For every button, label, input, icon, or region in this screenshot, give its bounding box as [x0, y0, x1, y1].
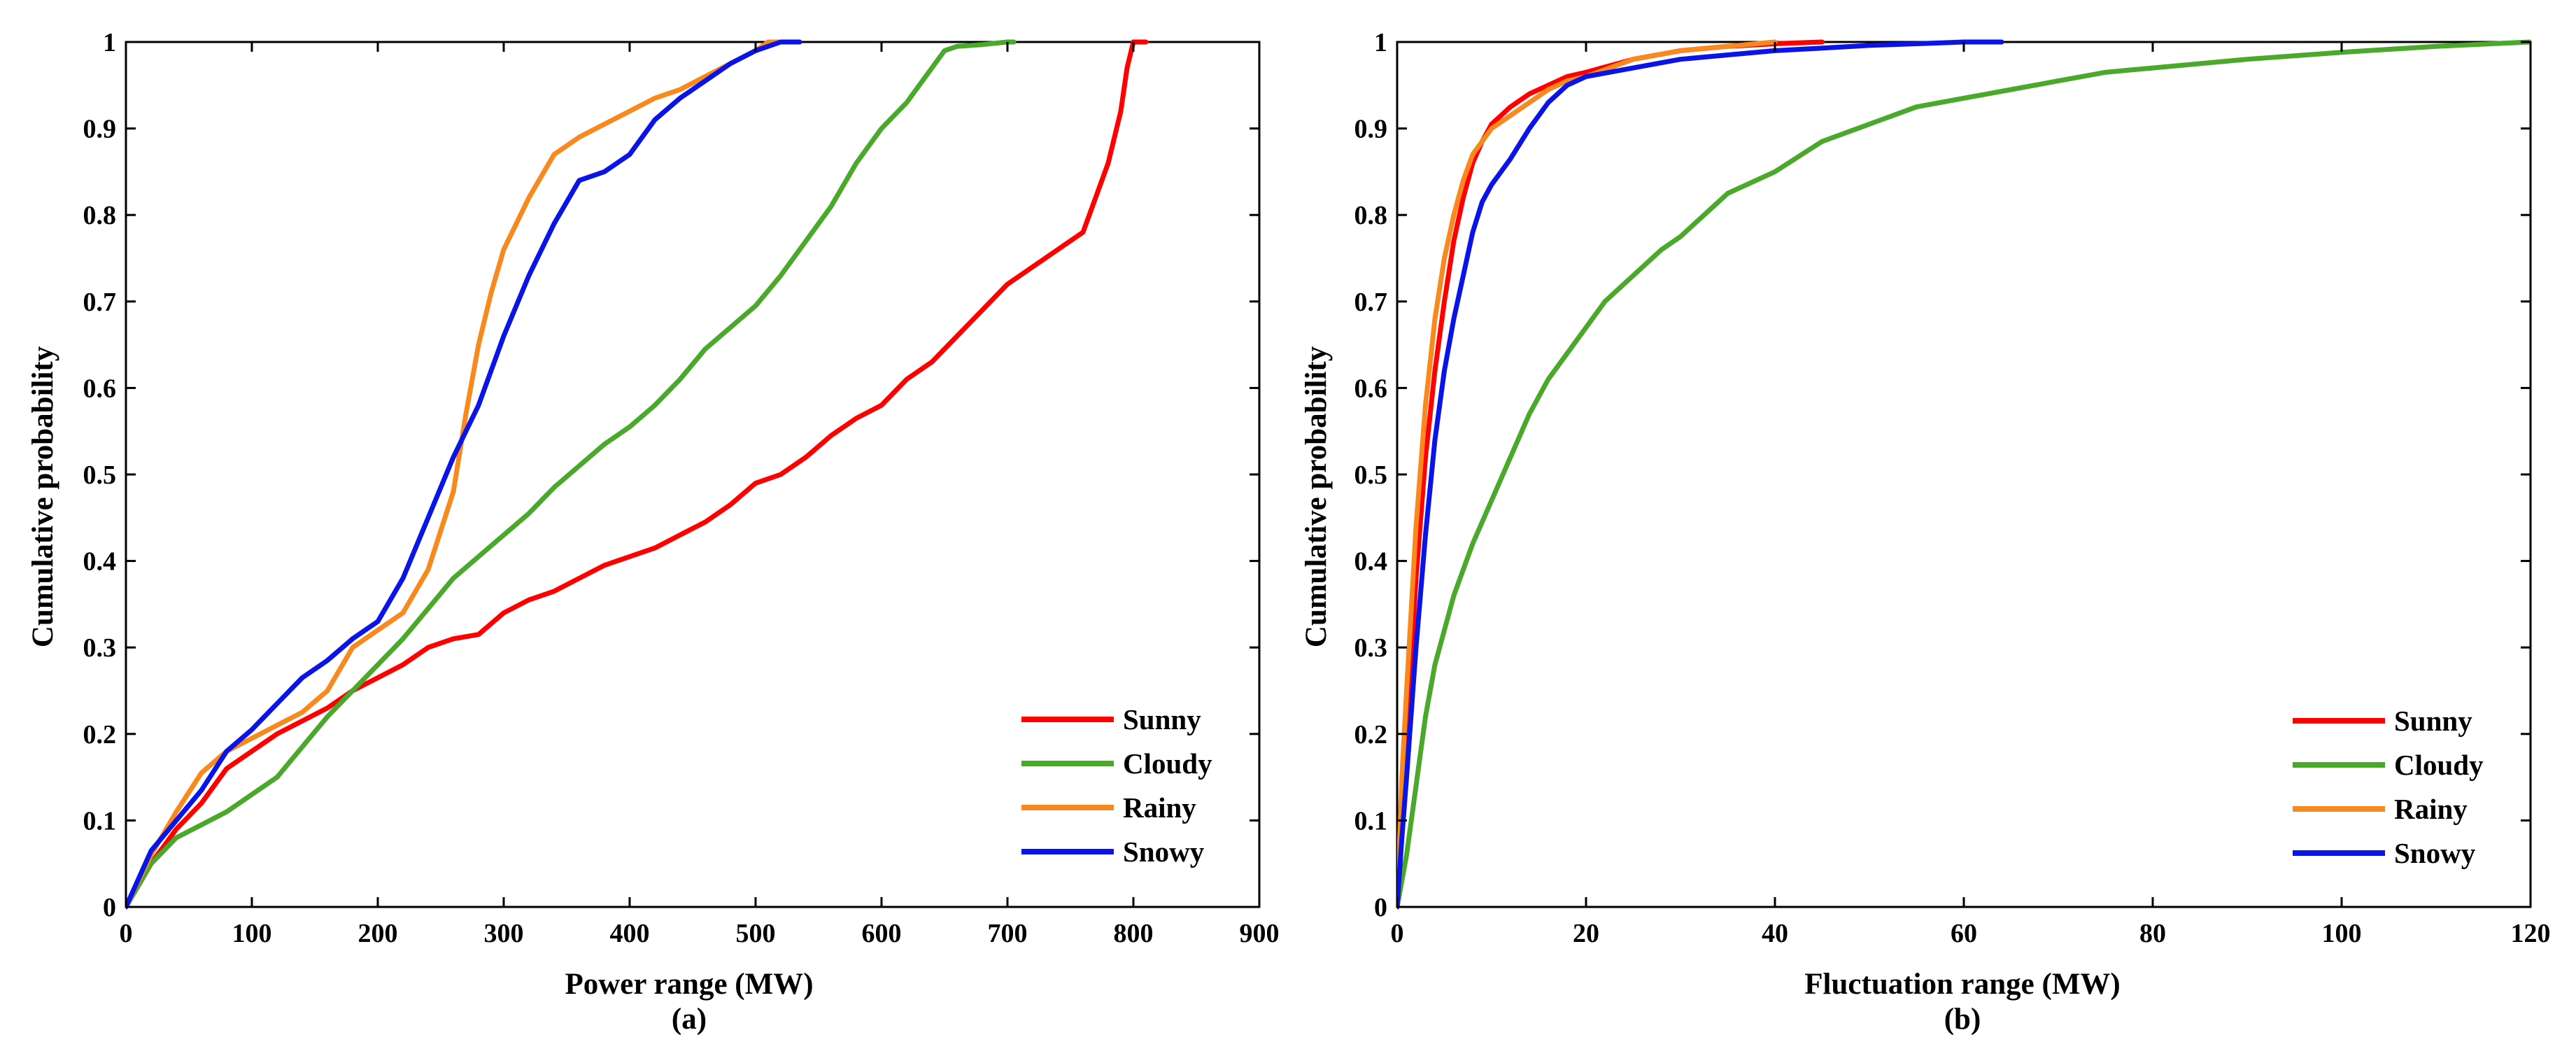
panel-b-x-tick-label: 0: [1391, 919, 1404, 948]
panel-b-x-tick-label: 120: [2511, 919, 2551, 948]
panel-a-y-tick-label: 1: [103, 28, 116, 57]
panel-a-series-line-rainy: [126, 39, 784, 910]
panel-a-y-tick-label: 0.3: [83, 633, 117, 663]
panel-b-legend-label-rainy: Rainy: [2394, 793, 2468, 825]
panel-b-series-group: [1397, 39, 2531, 910]
panel-a-x-tick-label: 700: [988, 919, 1028, 948]
panel-b-y-tick-label: 0: [1374, 893, 1387, 922]
panel-a-legend-label-rainy: Rainy: [1123, 791, 1196, 824]
panel-a-x-tick-label: 0: [120, 919, 133, 948]
panel-b-x-tick-label: 40: [1762, 919, 1788, 948]
panel-b-y-tick-label: 0.3: [1354, 633, 1388, 663]
panel-b-y-tick-label: 0.7: [1354, 288, 1388, 317]
panel-b-y-tick-label: 0.6: [1354, 374, 1388, 403]
panel-a-series-line-cloudy: [126, 39, 1017, 910]
panel-b-y-tick-label: 0.9: [1354, 115, 1388, 144]
panel-a-y-tick-label: 0.8: [83, 201, 117, 230]
panel-a-series-line-snowy: [126, 39, 802, 910]
panel-b-x-tick-label: 20: [1573, 919, 1599, 948]
panel-a-x-tick-label: 100: [232, 919, 272, 948]
panel-a-y-tick-label: 0.7: [83, 288, 117, 317]
panel-a-y-tick-label: 0.9: [83, 115, 117, 144]
panel-a-x-tick-label: 900: [1240, 919, 1280, 948]
panel-a-x-tick-label: 300: [484, 919, 524, 948]
panel-a-x-tick-label: 500: [736, 919, 776, 948]
panel-b-series-line-rainy: [1397, 39, 1778, 910]
panel-a-legend-label-cloudy: Cloudy: [1123, 747, 1212, 780]
panel-a-x-tick-label: 200: [358, 919, 398, 948]
panel-a-x-tick-label: 800: [1114, 919, 1154, 948]
panel-a-plot-frame: [125, 41, 1261, 908]
panel-b-legend-label-sunny: Sunny: [2394, 705, 2472, 737]
panel-b-x-tick-label: 100: [2322, 919, 2362, 948]
panel-b-y-tick-label: 0.4: [1354, 547, 1388, 577]
chart-panel-b: (b) Fluctuation range (MW) Cumulative pr…: [1300, 28, 2551, 1036]
panel-b-legend-label-cloudy: Cloudy: [2394, 749, 2484, 781]
panel-b-caption: (b): [1944, 1003, 1981, 1036]
panel-a-y-tick-label: 0.4: [83, 547, 117, 577]
panel-b-x-tick-label: 60: [1951, 919, 1977, 948]
panel-b-series-line-cloudy: [1397, 39, 2531, 910]
panel-b-legend-label-snowy: Snowy: [2394, 837, 2476, 869]
panel-a-caption: (a): [672, 1003, 707, 1036]
panel-a-legend-label-sunny: Sunny: [1123, 703, 1201, 735]
panel-b-y-axis-label: Cumulative probability: [1300, 346, 1333, 647]
panel-a-x-tick-label: 400: [610, 919, 650, 948]
panel-a-y-tick-label: 0.2: [83, 720, 117, 749]
panel-a-x-axis-label: Power range (MW): [565, 968, 813, 1001]
panel-b-y-tick-label: 0.2: [1354, 720, 1388, 749]
panel-b-x-axis-label: Fluctuation range (MW): [1804, 968, 2120, 1001]
panel-a-legend: Sunny Cloudy Rainy Snowy: [1021, 703, 1212, 868]
panel-a-series-line-sunny: [126, 39, 1149, 910]
panel-a-x-tick-label: 600: [862, 919, 902, 948]
panel-b-legend: Sunny Cloudy Rainy Snowy: [2293, 705, 2484, 869]
panel-b-x-tick-label: 80: [2139, 919, 2166, 948]
panel-a-y-tick-label: 0.6: [83, 374, 117, 403]
panel-b-y-tick-label: 1: [1374, 28, 1387, 57]
panel-b-series-line-snowy: [1397, 39, 2004, 910]
panel-a-series-group: [126, 39, 1149, 910]
panel-a-y-tick-label: 0: [103, 893, 116, 922]
panel-a-y-tick-label: 0.1: [83, 806, 117, 836]
panel-a-y-tick-label: 0.5: [83, 460, 117, 490]
panel-a-legend-label-snowy: Snowy: [1123, 836, 1205, 868]
panel-a-y-axis-label: Cumulative probability: [27, 346, 59, 647]
panel-b-y-tick-label: 0.1: [1354, 806, 1388, 836]
panel-b-y-tick-label: 0.5: [1354, 460, 1388, 490]
chart-panel-a: (a) Power range (MW) Cumulative probabil…: [27, 28, 1280, 1036]
panel-b-y-tick-label: 0.8: [1354, 201, 1388, 230]
panel-b-plot-frame: [1396, 41, 2532, 908]
